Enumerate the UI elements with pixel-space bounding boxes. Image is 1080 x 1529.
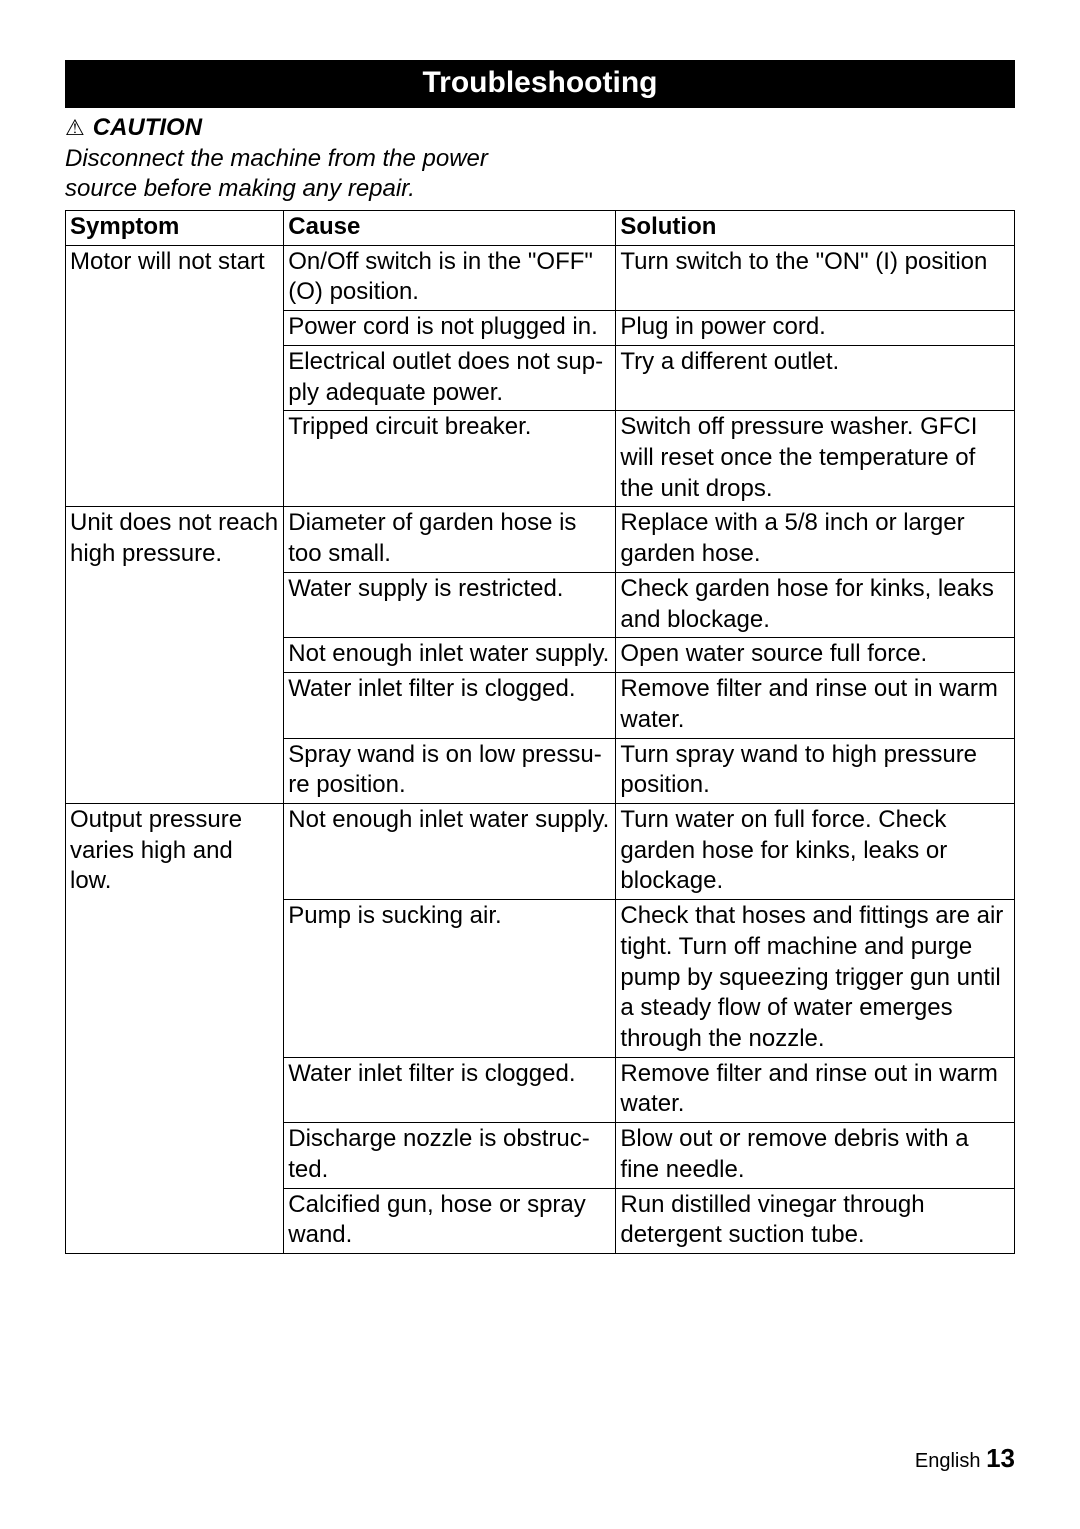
caution-label: CAUTION: [93, 114, 202, 142]
table-row: Output pressure va­ries high and low. No…: [66, 803, 1015, 899]
table-header-row: Symptom Cause Solution: [66, 211, 1015, 246]
cell-solution: Check that hoses and fittings are air ti…: [616, 900, 1015, 1058]
cell-cause: Water inlet filter is clogged.: [284, 1057, 616, 1122]
cell-symptom: Output pressure va­ries high and low.: [66, 803, 284, 1253]
header-symptom: Symptom: [66, 211, 284, 246]
warning-triangle-icon: ⚠: [65, 117, 85, 139]
table-row: Motor will not start On/Off switch is in…: [66, 245, 1015, 310]
cell-solution: Blow out or remove debris with a fine ne…: [616, 1123, 1015, 1188]
header-cause: Cause: [284, 211, 616, 246]
caution-note: Disconnect the machine from the power so…: [65, 144, 1015, 204]
cell-solution: Remove filter and rinse out in warm wate…: [616, 1057, 1015, 1122]
cell-cause: Pump is sucking air.: [284, 900, 616, 1058]
note-line-1: Disconnect the machine from the power: [65, 145, 488, 172]
cell-cause: Calcified gun, hose or spray wand.: [284, 1188, 616, 1253]
cell-cause: Tripped circuit breaker.: [284, 411, 616, 507]
cell-solution: Replace with a 5/8 inch or lar­ger garde…: [616, 507, 1015, 572]
cell-cause: On/Off switch is in the "OFF" (O) positi…: [284, 245, 616, 310]
cell-solution: Try a different outlet.: [616, 345, 1015, 410]
cell-cause: Not enough inlet water supp­ly.: [284, 638, 616, 673]
cell-solution: Check garden hose for kinks, leaks and b…: [616, 572, 1015, 637]
header-solution: Solution: [616, 211, 1015, 246]
cell-symptom: Motor will not start: [66, 245, 284, 507]
cell-solution: Switch off pressure washer. GFCI will re…: [616, 411, 1015, 507]
cell-solution: Run distilled vinegar through detergent …: [616, 1188, 1015, 1253]
page-footer: English 13: [915, 1443, 1015, 1474]
cell-solution: Turn spray wand to high pres­sure positi…: [616, 738, 1015, 803]
footer-page-number: 13: [986, 1443, 1015, 1473]
caution-line: ⚠ CAUTION: [65, 114, 1015, 142]
cell-cause: Discharge nozzle is obstruc­ted.: [284, 1123, 616, 1188]
footer-language: English: [915, 1450, 981, 1472]
cell-solution: Turn water on full force. Check garden h…: [616, 803, 1015, 899]
cell-cause: Power cord is not plugged in.: [284, 311, 616, 346]
cell-solution: Remove filter and rinse out in warm wate…: [616, 673, 1015, 738]
cell-cause: Not enough inlet water supp­ly.: [284, 803, 616, 899]
troubleshooting-table: Symptom Cause Solution Motor will not st…: [65, 210, 1015, 1254]
table-row: Unit does not reach high pressure. Diame…: [66, 507, 1015, 572]
note-line-2: source before making any repair.: [65, 175, 415, 202]
cell-cause: Electrical outlet does not sup­ply adequ…: [284, 345, 616, 410]
cell-cause: Diameter of garden hose is too small.: [284, 507, 616, 572]
cell-solution: Plug in power cord.: [616, 311, 1015, 346]
cell-cause: Water supply is restricted.: [284, 572, 616, 637]
cell-solution: Turn switch to the "ON" (I) po­sition: [616, 245, 1015, 310]
page: Troubleshooting ⚠ CAUTION Disconnect the…: [0, 0, 1080, 1529]
cell-cause: Water inlet filter is clogged.: [284, 673, 616, 738]
section-banner: Troubleshooting: [65, 60, 1015, 108]
cell-solution: Open water source full force.: [616, 638, 1015, 673]
cell-symptom: Unit does not reach high pressure.: [66, 507, 284, 803]
cell-cause: Spray wand is on low pressu­re position.: [284, 738, 616, 803]
